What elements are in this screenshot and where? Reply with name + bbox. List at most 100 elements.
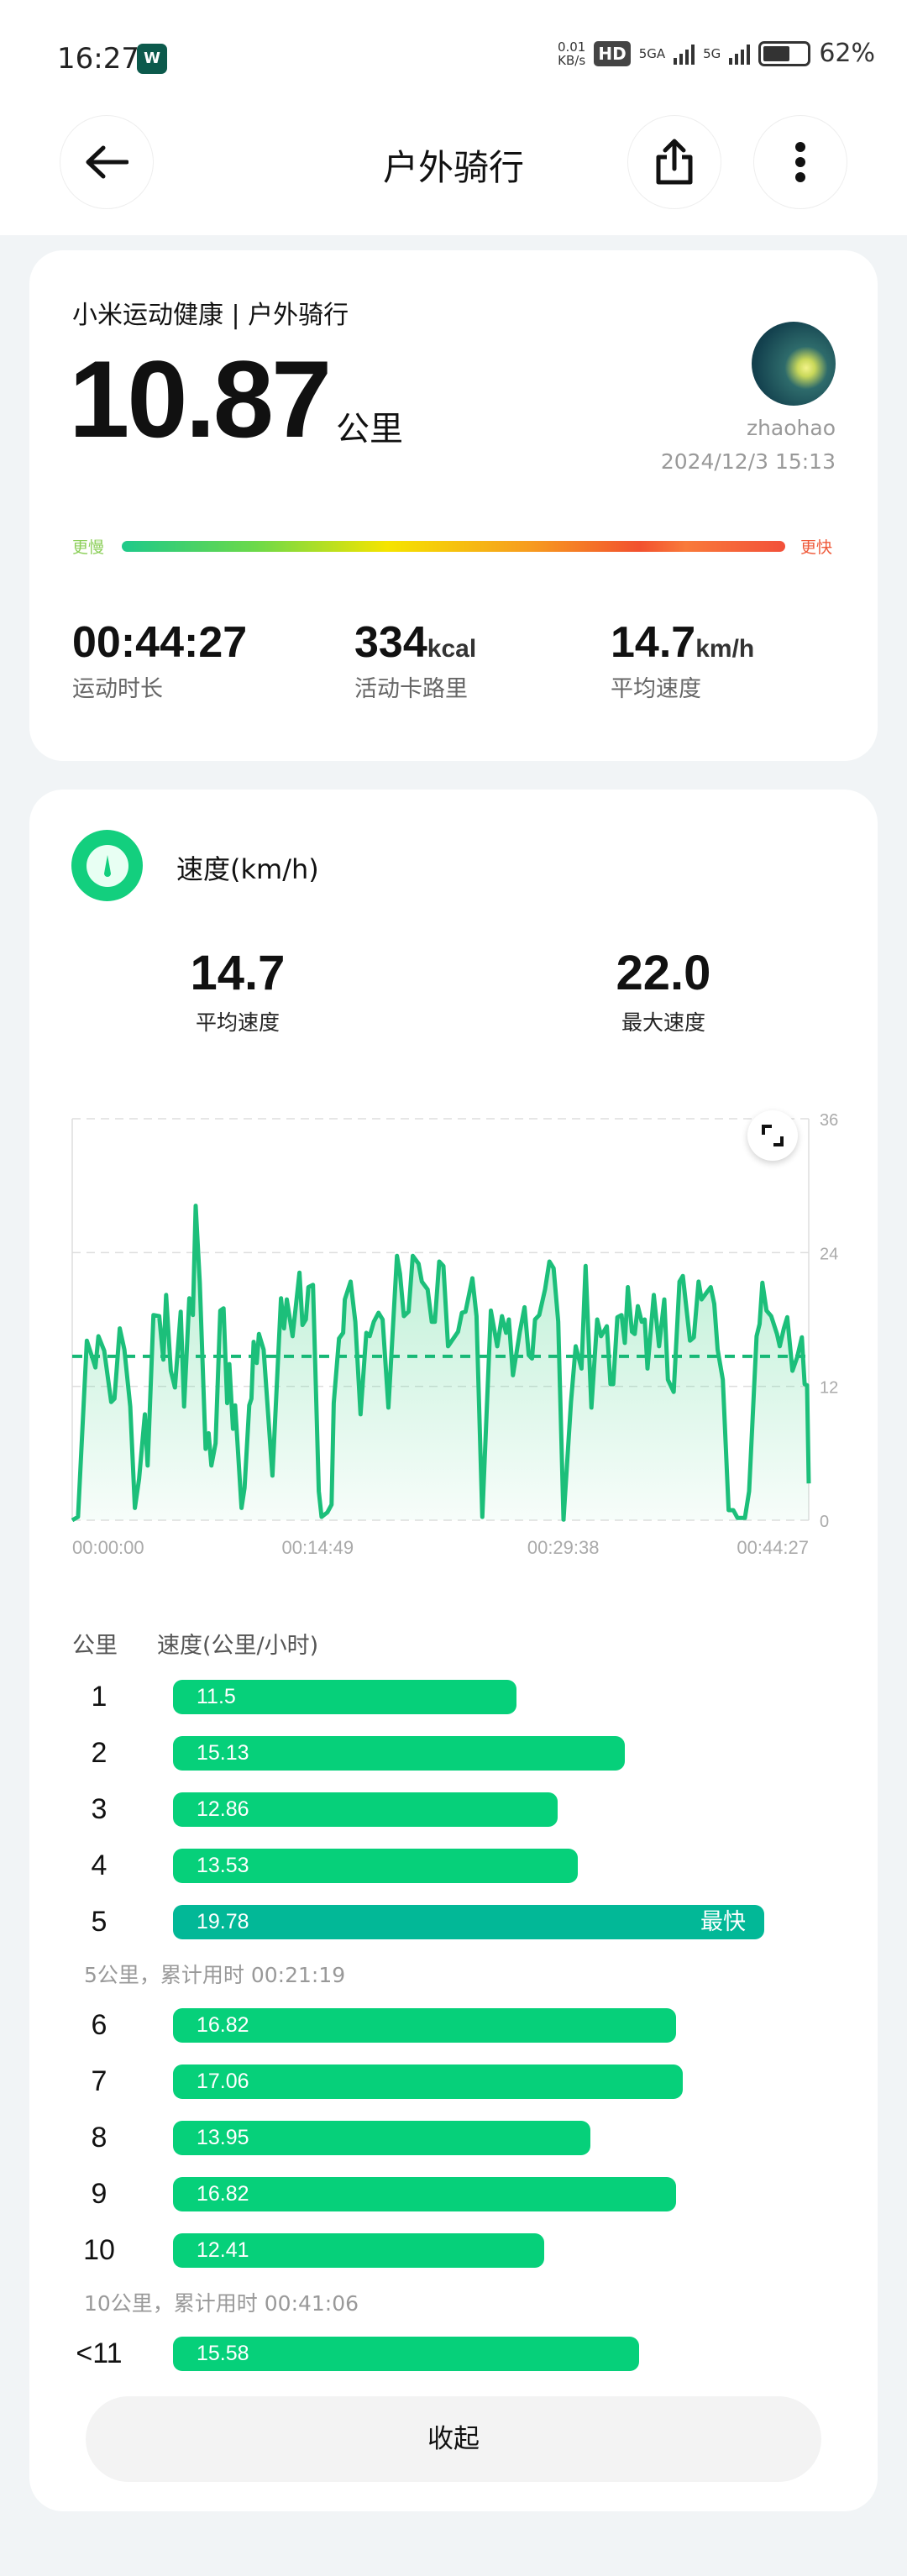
speed-section-title: 速度(km/h) — [176, 853, 319, 885]
signal-icon — [729, 43, 751, 65]
split-km: 1 — [91, 1681, 107, 1713]
distance-unit: 公里 — [336, 410, 403, 449]
splits-header-speed: 速度(公里/小时) — [157, 1633, 319, 1659]
network-type-2: 5G — [703, 45, 721, 61]
duration-value: 00:44:27 — [72, 617, 247, 668]
split-bar: 11.5 — [173, 1680, 517, 1714]
split-row: 8 13.95 — [72, 2110, 828, 2166]
battery-percent: 62% — [819, 39, 875, 68]
hd-voice-icon: HD — [594, 40, 631, 66]
fullscreen-button[interactable] — [747, 1110, 798, 1161]
speed-card — [29, 790, 878, 2511]
max-speed-big: 22.0 — [616, 946, 711, 1000]
split-speed: 13.95 — [197, 2126, 249, 2149]
distance-value: 10.87 — [69, 338, 332, 460]
y-tick-label: 24 — [820, 1245, 838, 1263]
split-bar: 17.06 — [173, 2064, 684, 2099]
summary-subtitle: 小米运动健康 | 户外骑行 — [72, 301, 349, 330]
split-km: 4 — [91, 1849, 107, 1881]
split-speed: 16.82 — [197, 2182, 249, 2206]
net-speed-value: 0.01 — [557, 39, 586, 55]
share-icon — [656, 139, 693, 185]
x-tick-label: 00:44:27 — [737, 1537, 809, 1558]
battery-icon — [758, 40, 811, 66]
max-speed-big-label: 最大速度 — [621, 1010, 705, 1035]
split-row: 9 16.82 — [72, 2166, 828, 2222]
y-tick-label: 0 — [820, 1513, 829, 1531]
net-speed-unit: KB/s — [558, 52, 586, 68]
signal-icon — [674, 43, 695, 65]
network-type-1: 5GA — [638, 45, 666, 61]
split-speed: 12.41 — [197, 2238, 249, 2262]
top-background — [0, 0, 907, 235]
splits-list: 1 11.5 2 15.13 3 12.86 4 13.53 5 19.78 最快 5公里，累计用时 … — [72, 1669, 828, 2382]
split-speed: 11.5 — [197, 1685, 236, 1708]
split-speed: 16.82 — [197, 2013, 249, 2037]
page-title: 户外骑行 — [382, 147, 524, 188]
fastest-badge: 最快 — [700, 1909, 746, 1934]
split-row: 7 17.06 — [72, 2054, 828, 2110]
split-bar: 12.41 — [173, 2233, 544, 2268]
split-bar: 13.53 — [173, 1849, 578, 1883]
split-km: 10 — [83, 2234, 115, 2266]
split-km: 9 — [91, 2178, 107, 2210]
speed-area — [72, 1205, 809, 1520]
split-speed: 17.06 — [197, 2070, 249, 2093]
speedometer-icon — [71, 830, 143, 901]
speed-line — [71, 1204, 811, 1523]
split-km: 3 — [91, 1793, 107, 1825]
share-button[interactable] — [627, 115, 721, 209]
calories-number: 334 — [354, 618, 427, 667]
split-km: 6 — [91, 2009, 107, 2041]
collapse-button[interactable]: 收起 — [86, 2396, 821, 2482]
more-button[interactable] — [753, 115, 847, 209]
app-badge-letter: W — [144, 50, 160, 67]
split-row: 5 19.78 最快 — [72, 1894, 828, 1950]
split-row: 3 12.86 — [72, 1781, 828, 1838]
avg-speed-number: 14.7 — [611, 618, 696, 667]
split-speed: 12.86 — [197, 1797, 249, 1821]
split-bar: 16.82 — [173, 2008, 676, 2043]
summary-card — [29, 250, 878, 761]
speed-chart[interactable]: 0 12 24 36 00:00:00 00:14:49 00:29:38 00:44:27 — [0, 1075, 907, 1596]
calories-label: 活动卡路里 — [354, 676, 468, 702]
splits-header-km: 公里 — [72, 1633, 118, 1659]
split-row: 6 16.82 — [72, 1997, 828, 2054]
more-vertical-icon — [795, 142, 805, 182]
avg-speed-label: 平均速度 — [611, 676, 701, 702]
split-km: 5 — [91, 1906, 107, 1938]
split-bar: 12.86 — [173, 1792, 558, 1827]
status-icons: 0.01 KB/s HD 5GA 5G 62% — [558, 39, 875, 68]
duration-label: 运动时长 — [72, 676, 163, 702]
workout-datetime: 2024/12/3 15:13 — [660, 449, 836, 474]
split-bar: 15.58 — [173, 2337, 639, 2371]
username: zhaohao — [746, 416, 836, 440]
calories-unit: kcal — [427, 635, 477, 663]
speed-gradient-bar — [122, 541, 785, 552]
split-row: <11 15.58 — [72, 2326, 828, 2382]
split-speed: 15.13 — [197, 1741, 249, 1765]
split-bar-fastest: 19.78 最快 — [173, 1905, 764, 1939]
split-bar: 13.95 — [173, 2121, 590, 2155]
split-row: 1 11.5 — [72, 1669, 828, 1725]
split-km: <11 — [76, 2337, 123, 2369]
split-cumulative-note: 5公里，累计用时 00:21:19 — [84, 1963, 346, 1987]
split-row: 2 15.13 — [72, 1725, 828, 1781]
status-time: 16:27 — [57, 42, 139, 76]
split-km: 2 — [91, 1737, 107, 1769]
avg-speed-big: 14.7 — [190, 946, 286, 1000]
split-speed: 13.53 — [197, 1854, 249, 1877]
split-speed: 15.58 — [197, 2342, 249, 2365]
y-tick-label: 12 — [820, 1379, 838, 1398]
calories-value: 334kcal — [354, 617, 476, 668]
back-button[interactable] — [60, 115, 154, 209]
split-km: 7 — [91, 2065, 107, 2097]
avg-speed-value: 14.7km/h — [611, 617, 754, 668]
avatar[interactable] — [752, 322, 836, 406]
x-tick-label: 00:29:38 — [527, 1537, 600, 1558]
split-cumulative-note: 10公里，累计用时 00:41:06 — [84, 2291, 359, 2316]
x-tick-label: 00:00:00 — [72, 1537, 144, 1558]
avg-speed-unit: km/h — [695, 635, 755, 663]
faster-label: 更快 — [800, 538, 833, 557]
split-row: 10 12.41 — [72, 2222, 828, 2279]
